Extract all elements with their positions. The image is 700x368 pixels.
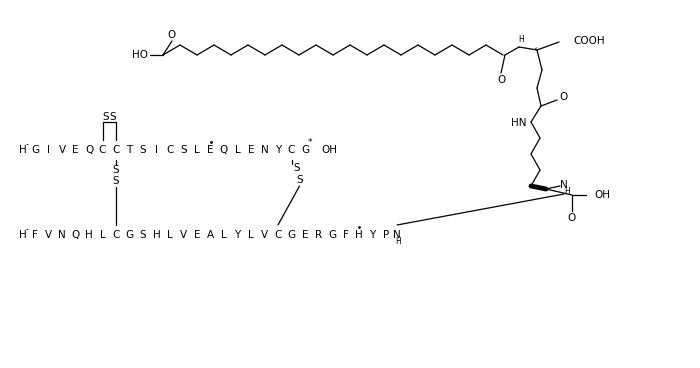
Text: F: F <box>32 230 38 240</box>
Text: L: L <box>194 145 200 155</box>
Text: H: H <box>395 237 401 245</box>
Text: V: V <box>58 145 66 155</box>
Text: C: C <box>274 230 281 240</box>
Text: E: E <box>72 145 78 155</box>
Text: N: N <box>58 230 66 240</box>
Text: R: R <box>315 230 322 240</box>
Text: P: P <box>383 230 389 240</box>
Text: S: S <box>113 176 119 186</box>
Text: O: O <box>168 30 176 40</box>
Text: S: S <box>140 230 146 240</box>
Text: H: H <box>85 230 93 240</box>
Text: A: A <box>207 230 214 240</box>
Text: C: C <box>99 145 106 155</box>
Text: G: G <box>288 230 295 240</box>
Text: OH: OH <box>321 145 337 155</box>
Text: E: E <box>302 230 308 240</box>
Text: G: G <box>328 230 336 240</box>
Text: -: - <box>26 226 29 234</box>
Text: O: O <box>568 213 576 223</box>
Text: S: S <box>293 163 300 173</box>
Text: C: C <box>112 230 120 240</box>
Text: L: L <box>234 145 240 155</box>
Text: H: H <box>19 230 27 240</box>
Text: H: H <box>355 230 363 240</box>
Text: O: O <box>559 92 567 102</box>
Text: Q: Q <box>220 145 228 155</box>
Text: V: V <box>180 230 187 240</box>
Text: H: H <box>518 35 524 45</box>
Text: N: N <box>260 145 268 155</box>
Text: -: - <box>26 141 29 149</box>
Text: I: I <box>155 145 158 155</box>
Text: C: C <box>167 145 174 155</box>
Text: Y: Y <box>234 230 241 240</box>
Text: E: E <box>194 230 200 240</box>
Text: N: N <box>393 230 401 240</box>
Text: HN: HN <box>511 118 526 128</box>
Text: E: E <box>248 145 254 155</box>
Text: H: H <box>19 145 27 155</box>
Text: OH: OH <box>594 190 610 200</box>
Text: G: G <box>301 145 309 155</box>
Text: V: V <box>45 230 52 240</box>
Text: S: S <box>113 165 119 175</box>
Text: C: C <box>112 145 120 155</box>
Text: S: S <box>296 175 303 185</box>
Text: *: * <box>308 138 312 146</box>
Text: HO: HO <box>132 50 148 60</box>
Text: L: L <box>248 230 254 240</box>
Text: G: G <box>31 145 39 155</box>
Text: S: S <box>102 112 108 122</box>
Text: O: O <box>497 75 505 85</box>
Text: Q: Q <box>71 230 80 240</box>
Text: S: S <box>140 145 146 155</box>
Text: T: T <box>127 145 132 155</box>
Text: H: H <box>153 230 160 240</box>
Text: Y: Y <box>275 145 281 155</box>
Text: L: L <box>167 230 173 240</box>
Text: H: H <box>564 188 570 197</box>
Text: C: C <box>288 145 295 155</box>
Text: L: L <box>99 230 106 240</box>
Text: G: G <box>125 230 134 240</box>
Text: F: F <box>342 230 349 240</box>
Text: L: L <box>221 230 227 240</box>
Text: E: E <box>207 145 214 155</box>
Text: Q: Q <box>85 145 93 155</box>
Text: S: S <box>110 112 116 122</box>
Text: S: S <box>180 145 187 155</box>
Text: N: N <box>560 180 568 190</box>
Text: V: V <box>261 230 268 240</box>
Text: COOH: COOH <box>573 36 605 46</box>
Text: I: I <box>47 145 50 155</box>
Text: Y: Y <box>370 230 376 240</box>
